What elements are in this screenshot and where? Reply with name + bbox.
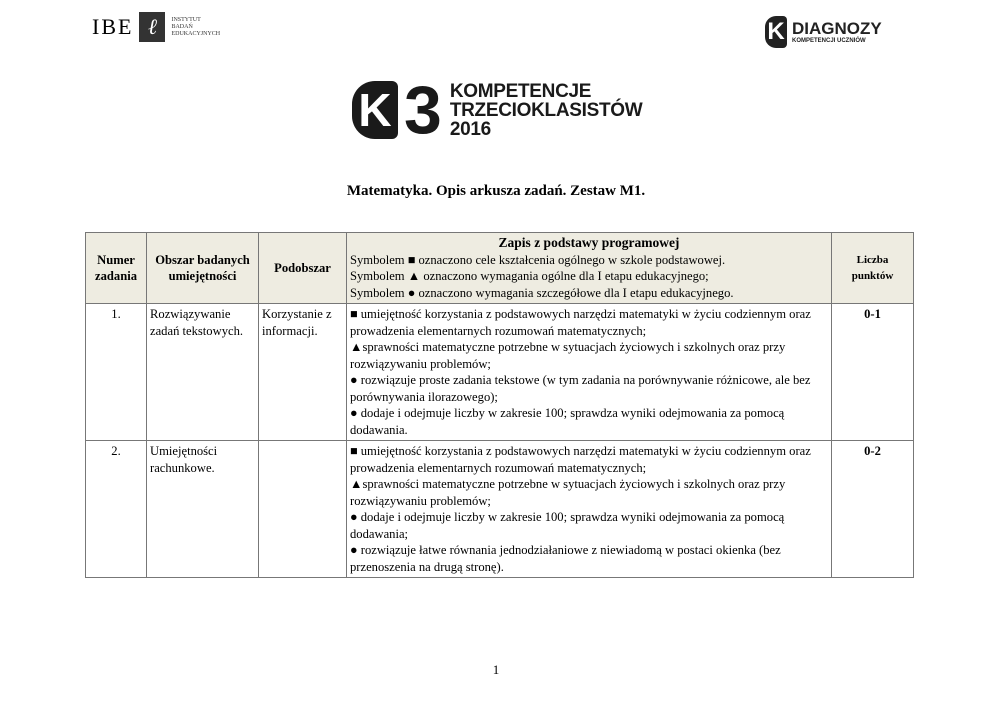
ibe-logo-subtitle: INSTYTUT BADAŃ EDUKACYJNYCH (171, 17, 220, 38)
task-table: Numer zadania Obszar badanych umiejętnoś… (85, 232, 914, 578)
page-number: 1 (492, 662, 500, 677)
zapis-item: ● rozwiązuje proste zadania tekstowe (w … (350, 373, 811, 404)
diagnozy-logo: K DIAGNOZY KOMPETENCJI UCZNIÓW (765, 16, 882, 48)
k3-logo-number: 3 (404, 72, 442, 148)
cell-numer: 2. (85, 440, 147, 578)
document-title: Matematyka. Opis arkusza zadań. Zestaw M… (346, 183, 646, 199)
cell-zapis: ■ umiejętność korzystania z podstawowych… (346, 303, 832, 441)
diagnozy-title: DIAGNOZY (792, 19, 882, 38)
header-numer: Numer zadania (85, 232, 147, 304)
ibe-sub-line: INSTYTUT (171, 16, 201, 23)
ibe-logo: IBE ℓ INSTYTUT BADAŃ EDUKACYJNYCH (92, 12, 220, 42)
cell-obszar: Rozwiązywanie zadań tekstowych. (146, 303, 259, 441)
cell-punkty: 0-1 (831, 303, 914, 441)
k3-logo: K 3 KOMPETENCJE TRZECIOKLASISTÓW 2016 (352, 72, 643, 148)
zapis-title: Zapis z podstawy programowej (498, 235, 680, 250)
k3-logo-line: KOMPETENCJE (449, 80, 592, 102)
cell-zapis: ■ umiejętność korzystania z podstawowych… (346, 440, 832, 578)
zapis-item: ■ umiejętność korzystania z podstawowych… (350, 444, 811, 475)
cell-podobszar: Korzystanie z informacji. (258, 303, 347, 441)
k3-logo-mark: K (352, 81, 398, 139)
cell-punkty: 0-2 (831, 440, 914, 578)
table-header-row: Numer zadania Obszar badanych umiejętnoś… (85, 232, 914, 304)
zapis-item: ● dodaje i odejmuje liczby w zakresie 10… (350, 406, 785, 437)
cell-numer: 1. (85, 303, 147, 441)
zapis-item: ■ umiejętność korzystania z podstawowych… (350, 307, 811, 338)
cell-podobszar (258, 440, 347, 578)
ibe-logo-mark: ℓ (139, 12, 166, 42)
zapis-item: ▲sprawności matematyczne potrzebne w syt… (350, 477, 786, 508)
zapis-item: ● dodaje i odejmuje liczby w zakresie 10… (350, 510, 785, 541)
diagnozy-subtitle: KOMPETENCJI UCZNIÓW (792, 38, 866, 44)
ibe-logo-text: IBE (92, 14, 134, 39)
k-logo-mark: K (765, 16, 787, 48)
header-obszar: Obszar badanych umiejętności (146, 232, 259, 304)
header-podobszar: Podobszar (258, 232, 347, 304)
header-punkty: Liczba punktów (831, 232, 914, 304)
zapis-item: ▲sprawności matematyczne potrzebne w syt… (350, 340, 786, 371)
zapis-item: ● rozwiązuje łatwe równania jednodziałan… (350, 543, 781, 574)
k3-logo-line: TRZECIOKLASISTÓW (449, 99, 643, 121)
ibe-sub-line: EDUKACYJNYCH (171, 30, 221, 37)
zapis-legend-line: Symbolem ● oznaczono wymagania szczegóło… (350, 285, 734, 300)
zapis-legend-line: Symbolem ▲ oznaczono wymagania ogólne dl… (350, 269, 709, 283)
zapis-legend-line: Symbolem ■ oznaczono cele kształcenia og… (350, 252, 726, 267)
table-row: 2. Umiejętności rachunkowe. ■ umiejętnoś… (85, 440, 914, 578)
cell-obszar: Umiejętności rachunkowe. (146, 440, 259, 578)
k3-logo-line: 2016 (449, 118, 491, 140)
ibe-sub-line: BADAŃ (171, 23, 193, 30)
table-row: 1. Rozwiązywanie zadań tekstowych. Korzy… (85, 303, 914, 441)
header-zapis: Zapis z podstawy programowej Symbolem ■ … (346, 232, 832, 304)
